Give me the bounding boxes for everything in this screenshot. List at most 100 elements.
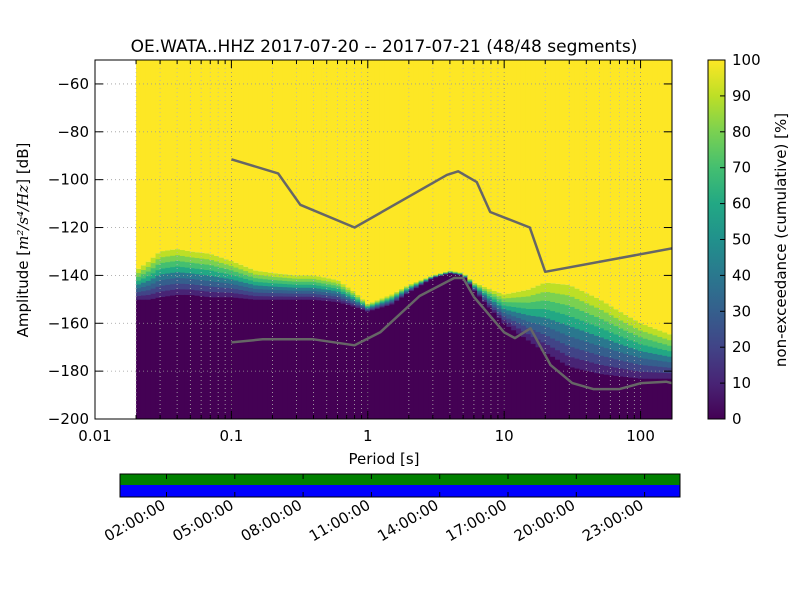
heatmap-cell: [516, 307, 522, 313]
heatmap-cell: [501, 301, 507, 306]
heatmap-cell: [316, 294, 322, 298]
heatmap-cell: [404, 291, 410, 293]
heatmap-cell: [608, 349, 615, 359]
heatmap-column: [140, 60, 147, 419]
heatmap-cell: [511, 320, 517, 326]
heatmap-cell: [340, 293, 347, 297]
heatmap-cell: [608, 60, 615, 307]
chart-title: OE.WATA..HHZ 2017-07-20 -- 2017-07-21 (4…: [131, 37, 638, 57]
heatmap-cell: [418, 280, 425, 282]
x-tick-label: 0.01: [78, 427, 111, 445]
heatmap-cell: [282, 299, 288, 419]
heatmap-cell: [175, 271, 181, 278]
heatmap-cell: [374, 304, 381, 306]
heatmap-cell: [257, 288, 264, 293]
heatmap-cell: [248, 279, 254, 285]
heatmap-cell: [306, 287, 313, 291]
heatmap-cell: [365, 310, 371, 312]
heatmap-column: [321, 60, 327, 419]
heatmap-column: [160, 60, 166, 419]
heatmap-cell: [199, 279, 205, 286]
heatmap-cell: [223, 278, 230, 284]
heatmap-column: [282, 60, 288, 419]
heatmap-cell: [272, 299, 278, 419]
heatmap-cell: [506, 301, 512, 307]
heatmap-cell: [170, 249, 176, 256]
heatmap-cell: [330, 298, 337, 302]
colorbar-tick-label: 0: [732, 410, 742, 428]
heatmap-cell: [335, 283, 342, 287]
heatmap-cell: [584, 293, 590, 304]
heatmap-cell: [584, 351, 590, 362]
heatmap-column: [438, 60, 444, 419]
heatmap-cell: [282, 274, 288, 278]
heatmap-cell: [550, 356, 556, 419]
heatmap-cell: [175, 288, 181, 295]
heatmap-cell: [452, 271, 459, 273]
heatmap-cell: [175, 254, 181, 261]
heatmap-cell: [652, 365, 658, 373]
colorbar-label: non-exceedance (cumulative) [%]: [772, 113, 790, 367]
heatmap-cell: [189, 267, 196, 274]
heatmap-cell: [140, 273, 147, 279]
heatmap-cell: [214, 271, 220, 277]
heatmap-cell: [618, 312, 624, 321]
heatmap-cell: [550, 60, 556, 284]
heatmap-cell: [267, 282, 274, 287]
heatmap-cell: [291, 287, 298, 291]
heatmap-cell: [282, 296, 288, 300]
heatmap-cell: [574, 368, 581, 419]
heatmap-cell: [209, 275, 215, 282]
heatmap-cell: [384, 301, 391, 303]
heatmap-cell: [574, 308, 581, 319]
heatmap-cell: [481, 294, 488, 297]
heatmap-cell: [223, 259, 230, 265]
heatmap-cell: [262, 60, 269, 272]
heatmap-cell: [394, 300, 400, 419]
heatmap-cell: [637, 371, 644, 379]
heatmap-cell: [243, 278, 249, 283]
heatmap-cell: [301, 293, 308, 297]
heatmap-cell: [589, 295, 595, 306]
heatmap-cell: [589, 60, 595, 296]
heatmap-cell: [594, 60, 600, 298]
heatmap-cell: [384, 304, 391, 306]
heatmap-cell: [452, 273, 459, 419]
heatmap-cell: [579, 300, 585, 311]
heatmap-cell: [199, 290, 205, 297]
heatmap-cell: [520, 302, 527, 309]
heatmap-cell: [140, 60, 147, 266]
heatmap-column: [184, 60, 191, 419]
heatmap-cell: [301, 275, 308, 279]
x-axis-ticks: 0.01 0.1 1 10 100: [78, 60, 655, 445]
heatmap-cell: [252, 270, 259, 275]
heatmap-cell: [525, 333, 532, 341]
heatmap-cell: [511, 315, 517, 321]
heatmap-column: [277, 60, 283, 419]
heatmap-cell: [170, 289, 176, 296]
heatmap-cell: [598, 318, 605, 329]
heatmap-cell: [316, 291, 322, 295]
heatmap-cell: [350, 300, 356, 303]
heatmap-cell: [389, 304, 395, 419]
heatmap-cell: [243, 286, 249, 291]
x-tick-label: 100: [626, 427, 655, 445]
heatmap-cell: [530, 60, 537, 288]
heatmap-cell: [150, 257, 157, 264]
heatmap-cell: [330, 295, 337, 299]
heatmap-cell: [340, 298, 347, 302]
heatmap-cell: [301, 281, 308, 285]
heatmap-cell: [291, 281, 298, 285]
heatmap-cell: [496, 317, 503, 419]
heatmap-cell: [291, 296, 298, 300]
heatmap-cell: [530, 308, 537, 316]
heatmap-cell: [491, 293, 498, 297]
heatmap-cell: [579, 330, 585, 341]
heatmap-cell: [467, 278, 473, 281]
heatmap-cell: [657, 348, 663, 355]
heatmap-cell: [657, 378, 663, 419]
heatmap-cell: [559, 284, 566, 295]
heatmap-cell: [277, 273, 283, 278]
heatmap-cell: [272, 283, 278, 287]
heatmap-cell: [384, 298, 391, 301]
